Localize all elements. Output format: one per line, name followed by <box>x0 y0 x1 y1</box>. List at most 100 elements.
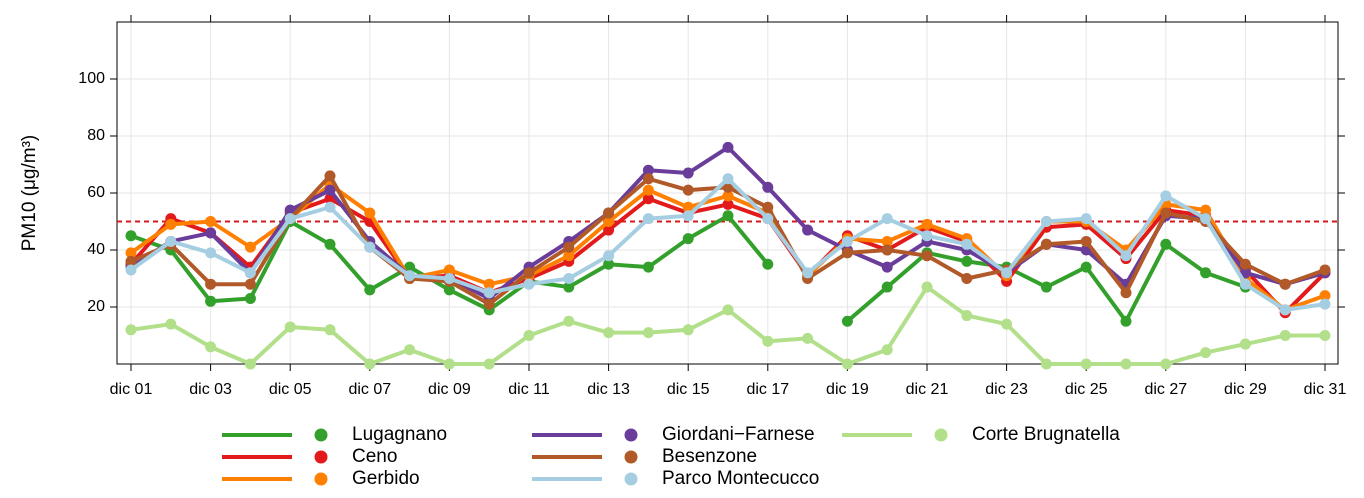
data-point <box>881 344 893 356</box>
data-point <box>563 315 575 327</box>
data-point <box>1040 238 1052 250</box>
data-point <box>1040 358 1052 370</box>
data-point <box>1279 330 1291 341</box>
data-point <box>603 224 615 236</box>
legend-label: Gerbido <box>352 468 420 489</box>
data-point <box>523 267 535 279</box>
data-point <box>841 315 853 327</box>
data-point <box>603 250 615 262</box>
data-point <box>881 261 893 273</box>
data-point <box>1279 278 1291 290</box>
x-tick-label: dic 11 <box>508 381 550 398</box>
legend-label: Besenzone <box>662 446 757 467</box>
data-point <box>1239 278 1251 290</box>
x-tick-label: dic 27 <box>1144 381 1187 398</box>
data-point <box>841 358 853 370</box>
legend-marker <box>934 428 948 442</box>
data-point <box>1319 330 1331 341</box>
legend-marker <box>624 472 638 486</box>
data-point <box>1001 318 1013 330</box>
data-point <box>1239 267 1251 279</box>
data-point <box>284 213 296 225</box>
data-point <box>404 261 416 273</box>
data-point <box>324 238 336 250</box>
data-point <box>1200 204 1212 216</box>
data-point <box>1319 298 1331 310</box>
x-tick-label: dic 05 <box>269 381 312 398</box>
data-point <box>1200 267 1212 279</box>
data-point <box>722 304 734 316</box>
data-point <box>1040 281 1052 293</box>
x-tick-label: dic 01 <box>110 381 153 398</box>
x-tick-label: dic 03 <box>189 381 232 398</box>
data-point <box>443 284 455 296</box>
data-point <box>1040 216 1052 227</box>
data-point <box>324 201 336 213</box>
data-point <box>244 358 256 370</box>
x-tick-label: dic 13 <box>587 381 630 398</box>
data-point <box>1120 358 1132 370</box>
data-point <box>483 298 495 310</box>
data-point <box>722 190 734 202</box>
data-point <box>603 216 615 227</box>
data-point <box>762 201 774 213</box>
data-point <box>244 278 256 290</box>
data-point <box>1160 358 1172 370</box>
y-tick-label: 100 <box>78 70 105 87</box>
data-point <box>642 193 654 205</box>
y-axis-label: PM10 (μg/m³) <box>19 135 40 252</box>
data-point <box>563 250 575 262</box>
data-point <box>324 184 336 196</box>
data-point <box>603 327 615 339</box>
data-point <box>125 264 137 276</box>
data-point <box>682 210 694 222</box>
legend-label: Parco Montecucco <box>662 468 819 489</box>
legend-marker <box>314 472 328 486</box>
data-point <box>722 210 734 222</box>
series-line <box>130 285 1325 366</box>
data-point <box>1080 235 1092 247</box>
data-point <box>1080 213 1092 225</box>
data-point <box>244 267 256 279</box>
data-point <box>165 218 177 230</box>
data-point <box>881 213 893 225</box>
data-point <box>563 273 575 284</box>
data-point <box>841 247 853 259</box>
data-point <box>125 247 137 259</box>
data-point <box>1200 213 1212 225</box>
data-point <box>324 324 336 336</box>
data-point <box>483 278 495 290</box>
x-tick-label: dic 19 <box>826 381 869 398</box>
data-point <box>364 358 376 370</box>
data-point <box>483 287 495 299</box>
data-point <box>1319 290 1331 302</box>
data-point <box>324 170 336 182</box>
data-point <box>682 167 694 179</box>
legend-label: Corte Brugnatella <box>972 424 1120 445</box>
data-point <box>961 310 973 322</box>
data-point <box>961 238 973 250</box>
y-tick-label: 40 <box>87 241 105 258</box>
data-point <box>841 235 853 247</box>
data-point <box>205 227 217 239</box>
data-point <box>762 213 774 225</box>
data-point <box>1319 264 1331 276</box>
data-point <box>682 201 694 213</box>
data-point <box>881 281 893 293</box>
data-point <box>205 247 217 259</box>
data-point <box>364 207 376 219</box>
data-point <box>523 330 535 341</box>
data-point <box>205 278 217 290</box>
data-point <box>921 218 933 230</box>
data-point <box>881 244 893 256</box>
data-point <box>523 278 535 290</box>
data-point <box>642 173 654 185</box>
data-point <box>1080 261 1092 273</box>
data-point <box>125 324 137 336</box>
data-point <box>483 358 495 370</box>
data-point <box>802 267 814 279</box>
x-tick-label: dic 17 <box>746 381 789 398</box>
data-point <box>722 198 734 210</box>
data-point <box>1160 207 1172 219</box>
data-point <box>205 295 217 307</box>
